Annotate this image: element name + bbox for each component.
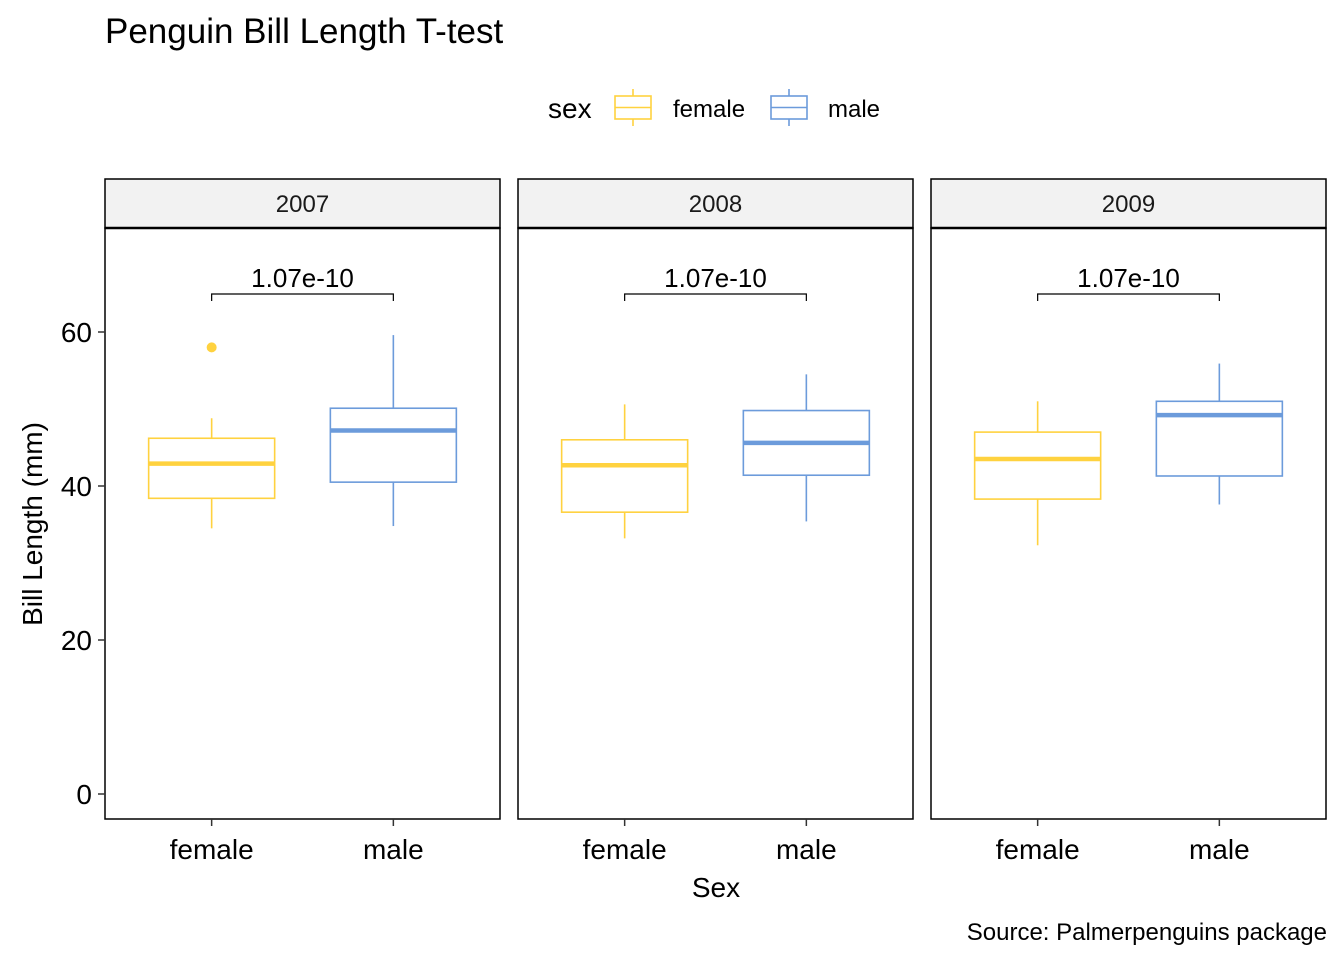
y-tick-label: 60 — [61, 317, 92, 348]
legend: sex female male — [548, 89, 880, 126]
panel-frame — [517, 227, 914, 820]
panel-frame — [930, 227, 1327, 820]
y-tick-label: 40 — [61, 471, 92, 502]
x-tick-label: male — [1189, 834, 1250, 865]
legend-label-male: male — [828, 96, 880, 123]
y-tick-label: 20 — [61, 625, 92, 656]
x-tick-label: female — [996, 834, 1080, 865]
x-tick-label: female — [583, 834, 667, 865]
legend-key-male — [770, 89, 808, 126]
facet-panel-2009: 2009 female male 1.07e-10 — [930, 178, 1327, 865]
x-tick-label: male — [776, 834, 837, 865]
outlier-point — [206, 342, 217, 353]
facet-strip-label: 2009 — [1102, 191, 1155, 218]
facet-panel-2007: 2007 female male 1.07e-10 — [104, 178, 501, 865]
legend-label-female: female — [673, 96, 745, 123]
facet-strip — [930, 178, 1327, 229]
box-iqr — [329, 407, 458, 483]
y-axis-label: Bill Length (mm) — [17, 422, 48, 626]
facet-panel-2008: 2008 female male 1.07e-10 — [517, 178, 914, 865]
significance-bracket — [624, 293, 807, 301]
y-axis: 0 20 40 60 — [61, 317, 105, 810]
chart-title: Penguin Bill Length T-test — [105, 12, 504, 51]
box-male — [329, 335, 458, 527]
box-iqr — [973, 431, 1102, 500]
facet-panels: 2007 female male 1.07e-10 2008 female male 1.07… — [104, 178, 1327, 865]
x-axis-label: Sex — [692, 872, 740, 903]
x-tick-label: male — [363, 834, 424, 865]
box-male — [1155, 363, 1284, 505]
panel-frame — [104, 227, 501, 820]
box-female — [973, 401, 1102, 546]
facet-strip — [104, 178, 501, 229]
box-iqr — [147, 437, 276, 500]
box-iqr — [560, 438, 689, 513]
legend-title: sex — [548, 93, 592, 124]
box-female — [560, 404, 689, 539]
facet-strip-label: 2007 — [276, 191, 329, 218]
significance-bracket — [211, 293, 394, 301]
p-value-label: 1.07e-10 — [1077, 263, 1180, 293]
significance-bracket — [1037, 293, 1220, 301]
p-value-label: 1.07e-10 — [251, 263, 354, 293]
box-female — [147, 342, 276, 529]
legend-key-female — [614, 89, 652, 126]
box-male — [742, 374, 871, 522]
chart-caption: Source: Palmerpenguins package — [967, 919, 1327, 946]
box-iqr — [1155, 400, 1284, 477]
facet-strip-label: 2008 — [689, 191, 742, 218]
p-value-label: 1.07e-10 — [664, 263, 767, 293]
y-tick-label: 0 — [76, 779, 92, 810]
x-tick-label: female — [170, 834, 254, 865]
